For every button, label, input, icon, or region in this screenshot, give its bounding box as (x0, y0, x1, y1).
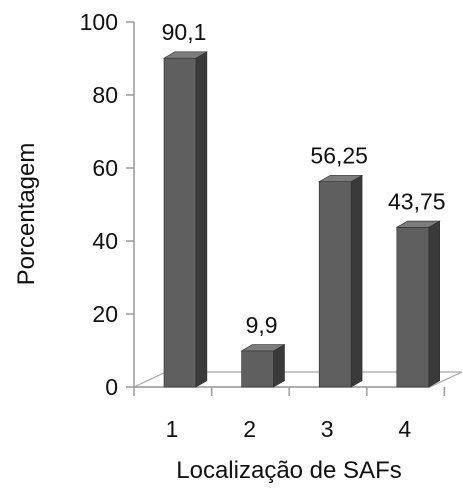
bar-front (397, 227, 429, 387)
bar-front (242, 351, 274, 387)
data-label: 43,75 (388, 188, 446, 214)
x-tick-label: 3 (321, 416, 334, 442)
bars (164, 52, 440, 387)
bar-side (274, 345, 285, 387)
y-tick-label: 20 (92, 301, 118, 327)
y-tick-label: 80 (92, 82, 118, 108)
data-label: 90,1 (162, 19, 207, 45)
data-label: 9,9 (246, 312, 278, 338)
x-axis-ticks: 1 2 3 4 (134, 387, 444, 442)
y-tick-label: 60 (92, 155, 118, 181)
bar-side (351, 175, 362, 387)
x-tick-label: 2 (243, 416, 256, 442)
bar (242, 345, 285, 387)
x-tick-label: 4 (398, 416, 411, 442)
bar-side (429, 221, 440, 387)
bar (397, 221, 440, 387)
bar-front (164, 58, 196, 387)
bar (164, 52, 207, 387)
y-tick-label: 40 (92, 228, 118, 254)
bar (319, 175, 362, 387)
y-axis: 0 20 40 60 80 100 (80, 9, 134, 400)
x-tick-label: 1 (166, 416, 179, 442)
y-tick-label: 0 (105, 374, 118, 400)
x-axis-title: Localização de SAFs (176, 457, 401, 484)
data-label: 56,25 (310, 143, 368, 169)
bar-side (196, 52, 207, 387)
y-axis-title: Porcentagem (13, 143, 40, 286)
bar-front (319, 182, 351, 387)
y-tick-label: 100 (80, 9, 118, 35)
